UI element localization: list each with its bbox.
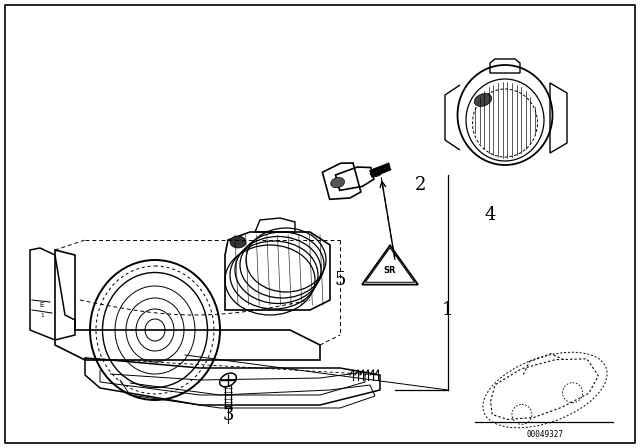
Ellipse shape <box>230 236 246 248</box>
Text: 3: 3 <box>222 406 234 424</box>
Text: 4: 4 <box>484 206 496 224</box>
Text: 00049327: 00049327 <box>527 430 563 439</box>
Text: 2: 2 <box>414 176 426 194</box>
Ellipse shape <box>474 94 492 107</box>
Text: SR: SR <box>384 266 396 275</box>
Text: 5: 5 <box>334 271 346 289</box>
Text: 1: 1 <box>40 313 44 318</box>
Ellipse shape <box>331 177 344 188</box>
Text: E: E <box>40 302 44 308</box>
Text: 1: 1 <box>441 301 452 319</box>
